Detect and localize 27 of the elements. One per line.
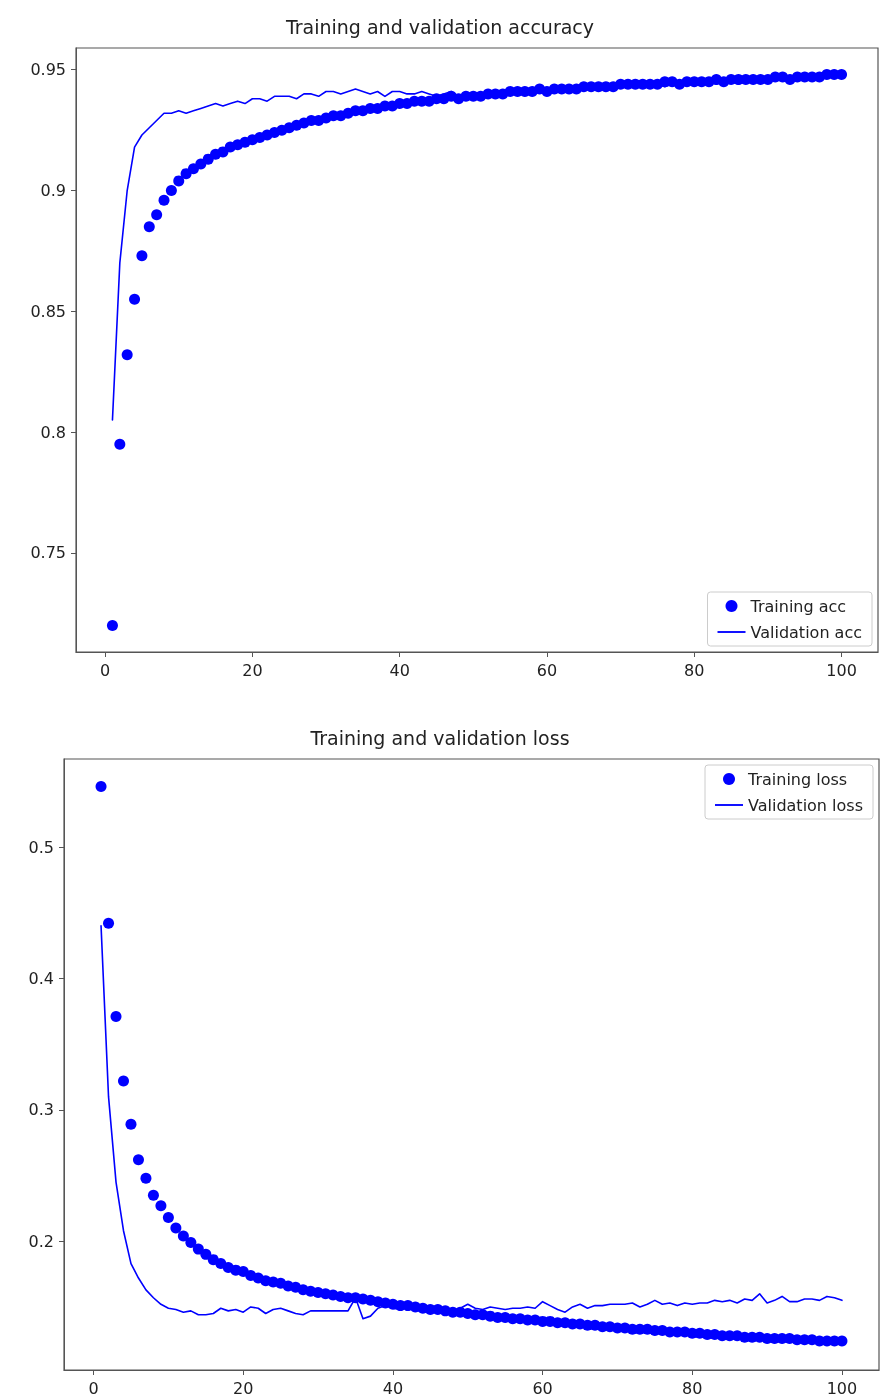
x-tick-label: 80 — [684, 660, 705, 680]
x-tick-label: 40 — [389, 660, 410, 680]
x-tick-label: 0 — [88, 1378, 99, 1398]
y-tick-label: 0.2 — [28, 1231, 54, 1251]
x-tick-label: 20 — [233, 1378, 254, 1398]
legend-label: Training loss — [747, 769, 848, 789]
y-tick-label: 0.75 — [30, 543, 66, 563]
y-tick-label: 0.9 — [40, 181, 66, 201]
x-tick-label: 60 — [532, 1378, 553, 1398]
x-tick-label: 40 — [382, 1378, 404, 1398]
x-tick-label: 80 — [682, 1378, 703, 1398]
legend-label: Validation loss — [748, 795, 863, 815]
x-tick-label: 20 — [242, 660, 263, 680]
x-tick-label: 0 — [100, 660, 111, 680]
x-tick-label: 100 — [826, 660, 857, 680]
chart-title: Training and validation accuracy — [284, 15, 595, 38]
y-tick-label: 0.5 — [28, 837, 54, 857]
x-tick-label: 60 — [536, 660, 558, 680]
y-tick-label: 0.4 — [28, 968, 54, 988]
y-tick-label: 0.8 — [40, 422, 66, 442]
x-tick-label: 100 — [826, 1378, 858, 1398]
y-tick-label: 0.3 — [28, 1100, 54, 1120]
y-tick-label: 0.85 — [30, 301, 66, 321]
legend-label: Training acc — [749, 596, 847, 616]
legend-label: Validation acc — [750, 622, 863, 642]
chart-title: Training and validation loss — [309, 726, 570, 749]
y-tick-label: 0.95 — [30, 60, 66, 80]
